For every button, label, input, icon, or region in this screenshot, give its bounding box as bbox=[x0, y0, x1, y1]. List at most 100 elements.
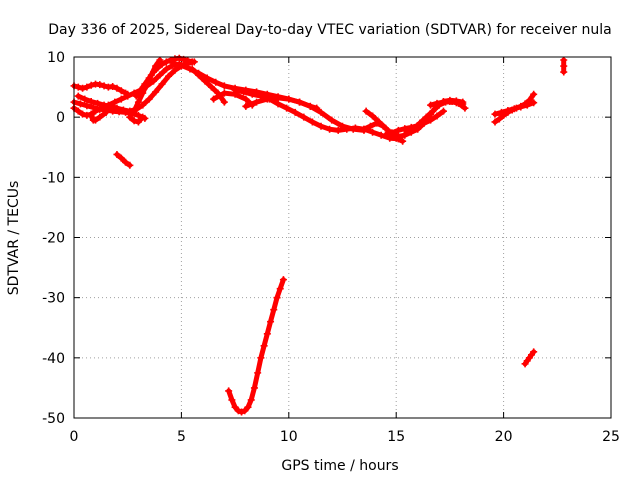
data-point bbox=[530, 348, 538, 356]
data-point bbox=[165, 72, 173, 80]
data-point bbox=[459, 100, 467, 108]
data-point bbox=[283, 104, 291, 112]
data-point bbox=[169, 59, 177, 67]
data-point bbox=[427, 101, 435, 109]
data-point bbox=[134, 118, 142, 126]
data-point bbox=[510, 105, 518, 113]
data-point bbox=[274, 100, 282, 108]
data-point bbox=[228, 396, 236, 404]
y-tick-label: -10 bbox=[42, 170, 65, 186]
data-point bbox=[326, 125, 334, 133]
data-point bbox=[446, 98, 454, 106]
data-point bbox=[439, 107, 447, 115]
data-point bbox=[343, 125, 351, 133]
data-point bbox=[210, 95, 218, 103]
series-trace bbox=[114, 152, 133, 168]
data-point bbox=[291, 108, 299, 116]
data-point bbox=[126, 113, 134, 121]
data-point bbox=[96, 81, 104, 89]
data-point bbox=[162, 65, 170, 73]
data-point bbox=[270, 306, 278, 314]
data-point bbox=[504, 107, 512, 115]
data-point bbox=[257, 354, 265, 362]
data-point bbox=[94, 99, 102, 107]
data-point bbox=[184, 57, 192, 65]
data-point bbox=[253, 98, 261, 106]
data-point bbox=[107, 102, 115, 110]
data-point bbox=[369, 128, 377, 136]
data-point bbox=[89, 104, 97, 112]
data-point bbox=[495, 115, 503, 123]
data-point bbox=[399, 137, 407, 145]
data-point bbox=[234, 407, 242, 415]
series-track-22 bbox=[521, 348, 538, 368]
series-track-24 bbox=[126, 113, 147, 126]
data-point bbox=[74, 92, 82, 100]
data-point bbox=[113, 150, 121, 158]
data-point bbox=[220, 98, 228, 106]
data-point bbox=[152, 62, 160, 70]
data-point bbox=[452, 99, 460, 107]
data-point bbox=[429, 107, 437, 115]
series-trace bbox=[243, 95, 367, 133]
data-point bbox=[273, 294, 281, 302]
data-point bbox=[560, 62, 568, 70]
data-point bbox=[238, 408, 246, 416]
data-point bbox=[113, 84, 121, 92]
data-point bbox=[188, 65, 196, 73]
data-point bbox=[91, 116, 99, 124]
data-point bbox=[248, 90, 256, 98]
data-point bbox=[351, 124, 359, 132]
data-point bbox=[195, 71, 203, 79]
data-point bbox=[523, 101, 531, 109]
series-track-17 bbox=[427, 98, 467, 109]
data-point bbox=[102, 108, 110, 116]
data-point bbox=[79, 84, 87, 92]
data-point bbox=[139, 89, 147, 97]
data-point bbox=[257, 92, 265, 100]
data-point bbox=[530, 99, 538, 107]
x-tick-label: 20 bbox=[495, 429, 513, 445]
x-tick-label: 5 bbox=[177, 429, 186, 445]
data-point bbox=[366, 122, 374, 130]
y-tick-label: -20 bbox=[42, 231, 65, 247]
data-point bbox=[274, 94, 282, 102]
data-point bbox=[117, 87, 125, 95]
data-point bbox=[254, 369, 262, 377]
data-point bbox=[231, 90, 239, 98]
data-point bbox=[560, 68, 568, 76]
data-point bbox=[267, 318, 275, 326]
data-point bbox=[83, 83, 91, 91]
data-point bbox=[300, 113, 308, 121]
data-point bbox=[317, 122, 325, 130]
y-tick-label: -50 bbox=[42, 411, 65, 427]
data-point bbox=[433, 99, 441, 107]
data-point bbox=[360, 125, 368, 133]
data-point bbox=[158, 80, 166, 88]
y-tick-label: 10 bbox=[47, 50, 65, 66]
data-point bbox=[388, 129, 396, 137]
data-point bbox=[100, 82, 108, 90]
grid-lines bbox=[74, 57, 611, 418]
data-point bbox=[117, 95, 125, 103]
y-tick-label: 0 bbox=[56, 110, 65, 126]
data-point bbox=[433, 112, 441, 120]
series-track-21 bbox=[225, 276, 287, 416]
data-point bbox=[74, 83, 82, 91]
data-point bbox=[517, 103, 525, 111]
data-point bbox=[225, 387, 233, 395]
data-point bbox=[96, 105, 104, 113]
x-tick-label: 0 bbox=[70, 429, 79, 445]
x-tick-label: 15 bbox=[387, 429, 405, 445]
data-point bbox=[530, 90, 538, 98]
data-point bbox=[296, 98, 304, 106]
data-point bbox=[152, 88, 160, 96]
data-point bbox=[362, 107, 370, 115]
data-point bbox=[119, 106, 127, 114]
data-point bbox=[248, 101, 256, 109]
data-point bbox=[276, 285, 284, 293]
data-point bbox=[491, 118, 499, 126]
data-point bbox=[375, 118, 383, 126]
data-point bbox=[162, 58, 170, 66]
data-point bbox=[241, 407, 249, 415]
